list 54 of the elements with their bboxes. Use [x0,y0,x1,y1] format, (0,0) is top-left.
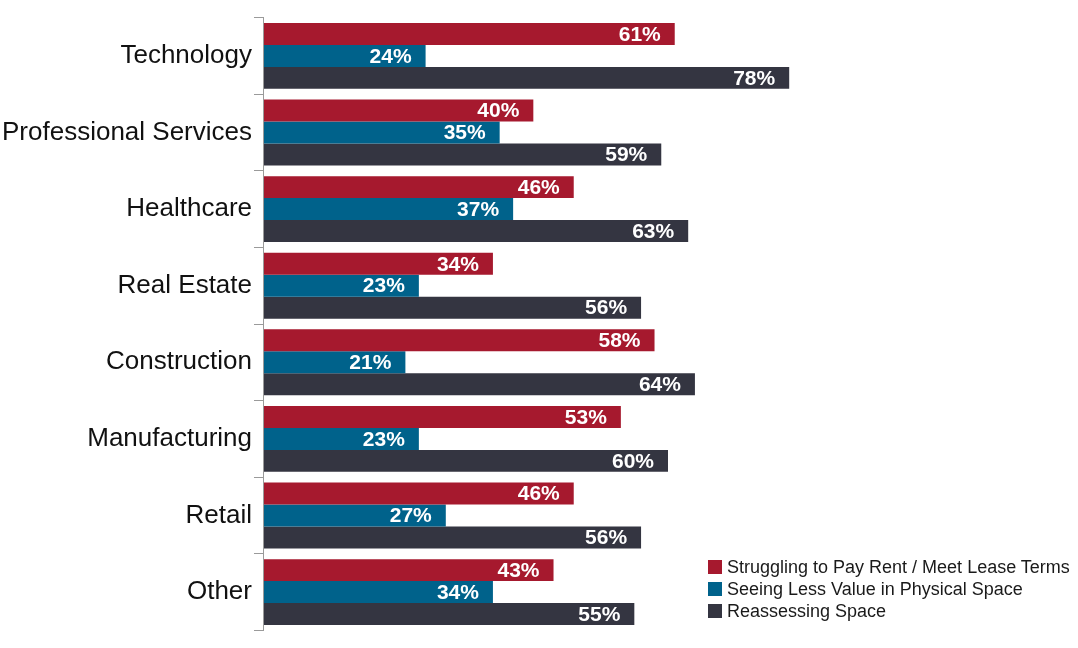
bar [264,482,574,505]
data-label: 27% [389,503,433,527]
data-label: 23% [362,426,406,450]
data-label: 78% [733,65,776,89]
data-label: 56% [585,295,628,319]
y-tick-label: Retail [185,498,252,529]
bar [264,581,493,604]
data-label: 64% [638,372,682,396]
y-tick-label: Other [186,575,253,606]
legend-label: Struggling to Pay Rent / Meet Lease Terms [727,556,1070,579]
data-label: 58% [598,328,641,352]
data-label: 46% [517,174,561,198]
bar [264,176,574,199]
bar [264,198,514,221]
data-label: 35% [443,120,486,144]
data-label: 37% [457,196,500,220]
y-tick-label: Healthcare [126,192,252,223]
bar [264,449,668,472]
data-label: 56% [585,525,628,549]
data-label: 63% [632,218,675,242]
data-label: 34% [436,579,480,603]
legend-label: Reassessing Space [727,600,887,623]
data-label: 46% [517,481,561,505]
legend-label: Seeing Less Value in Physical Space [727,578,1023,601]
data-label: 40% [477,98,520,122]
y-tick-label: Professional Services [2,115,252,146]
data-label: 23% [362,273,406,297]
bar [264,99,534,122]
bar [264,373,695,396]
bar [264,66,790,89]
data-label: 53% [564,404,608,428]
bar [264,22,675,45]
bar [264,143,662,166]
data-label: 60% [611,448,655,472]
data-label: 24% [369,43,412,67]
data-label: 43% [497,557,540,581]
bar [264,252,493,275]
bar [264,603,635,626]
y-tick-label: Technology [120,39,252,70]
data-label: 61% [618,21,662,45]
bar [264,296,642,319]
bar [264,526,642,549]
bar [264,405,621,428]
bar [264,559,554,582]
y-tick-label: Construction [106,345,252,376]
data-label: 21% [349,350,392,374]
bar [264,44,426,67]
bar [264,220,689,243]
y-tick-label: Manufacturing [87,422,252,453]
y-tick-label: Real Estate [117,268,252,299]
data-label: 34% [436,251,480,275]
bar [264,329,655,352]
data-label: 55% [578,601,621,625]
data-label: 59% [605,142,648,166]
